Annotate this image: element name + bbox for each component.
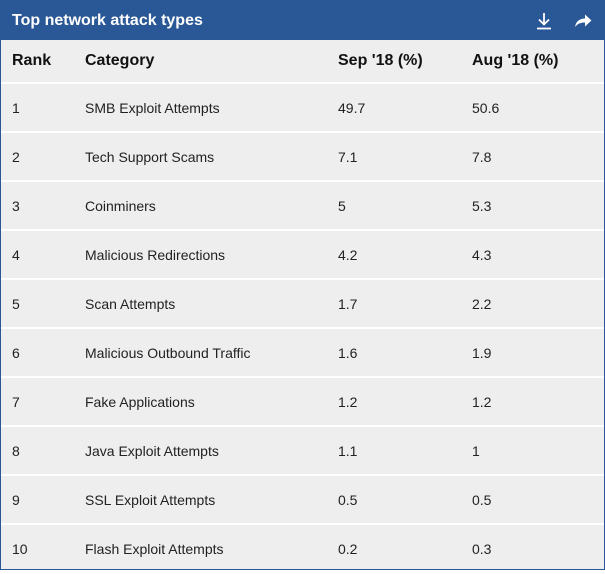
cell-sep: 5	[338, 181, 472, 231]
download-icon[interactable]	[534, 11, 554, 31]
table-row: 4 Malicious Redirections 4.2 4.3	[1, 230, 604, 280]
cell-rank: 6	[1, 328, 85, 378]
table-row: 5 Scan Attempts 1.7 2.2	[1, 279, 604, 329]
cell-category: Scan Attempts	[85, 279, 338, 329]
table-row: 8 Java Exploit Attempts 1.1 1	[1, 426, 604, 476]
table-row: 6 Malicious Outbound Traffic 1.6 1.9	[1, 328, 604, 378]
cell-sep: 7.1	[338, 132, 472, 182]
cell-category: Coinminers	[85, 181, 338, 231]
cell-aug: 1	[472, 426, 604, 476]
table-row: 3 Coinminers 5 5.3	[1, 181, 604, 231]
cell-rank: 3	[1, 181, 85, 231]
table-row: 1 SMB Exploit Attempts 49.7 50.6	[1, 83, 604, 133]
cell-sep: 1.7	[338, 279, 472, 329]
attack-types-table: Rank Category Sep '18 (%) Aug '18 (%) 1 …	[1, 40, 604, 572]
table-header-row: Rank Category Sep '18 (%) Aug '18 (%)	[1, 40, 604, 84]
cell-aug: 0.5	[472, 475, 604, 525]
column-header-aug[interactable]: Aug '18 (%)	[472, 40, 604, 84]
cell-rank: 7	[1, 377, 85, 427]
table-row: 2 Tech Support Scams 7.1 7.8	[1, 132, 604, 182]
cell-rank: 1	[1, 83, 85, 133]
widget-title: Top network attack types	[12, 12, 203, 29]
column-header-rank[interactable]: Rank	[1, 40, 85, 84]
table-row: 9 SSL Exploit Attempts 0.5 0.5	[1, 475, 604, 525]
cell-sep: 4.2	[338, 230, 472, 280]
cell-category: Java Exploit Attempts	[85, 426, 338, 476]
cell-aug: 1.9	[472, 328, 604, 378]
cell-sep: 0.2	[338, 540, 358, 557]
cell-sep: 0.5	[338, 475, 472, 525]
column-header-category[interactable]: Category	[85, 40, 338, 84]
cell-aug: 7.8	[472, 132, 604, 182]
share-icon[interactable]	[573, 11, 593, 31]
cell-category: Tech Support Scams	[85, 132, 338, 182]
cell-category: Flash Exploit Attempts	[85, 540, 224, 557]
table-row: 7 Fake Applications 1.2 1.2	[1, 377, 604, 427]
cell-category: SMB Exploit Attempts	[85, 83, 338, 133]
cell-aug: 5.3	[472, 181, 604, 231]
cell-aug: 0.3	[472, 540, 492, 557]
widget-header: Top network attack types	[1, 1, 604, 40]
cell-aug: 1.2	[472, 377, 604, 427]
cell-aug: 4.3	[472, 230, 604, 280]
cell-rank: 2	[1, 132, 85, 182]
cell-sep: 1.2	[338, 377, 472, 427]
table-row: 10 Flash Exploit Attempts 0.2 0.3	[1, 524, 604, 572]
cell-rank: 8	[1, 426, 85, 476]
cell-rank: 9	[1, 475, 85, 525]
cell-category: Malicious Redirections	[85, 230, 338, 280]
cell-sep: 1.1	[338, 426, 472, 476]
column-header-sep[interactable]: Sep '18 (%)	[338, 40, 472, 84]
cell-rank: 10	[12, 540, 28, 557]
cell-aug: 50.6	[472, 83, 604, 133]
cell-sep: 49.7	[338, 83, 472, 133]
cell-category: Fake Applications	[85, 377, 338, 427]
cell-rank: 4	[1, 230, 85, 280]
cell-sep: 1.6	[338, 328, 472, 378]
cell-aug: 2.2	[472, 279, 604, 329]
cell-category: Malicious Outbound Traffic	[85, 328, 338, 378]
cell-rank: 5	[1, 279, 85, 329]
cell-category: SSL Exploit Attempts	[85, 475, 338, 525]
